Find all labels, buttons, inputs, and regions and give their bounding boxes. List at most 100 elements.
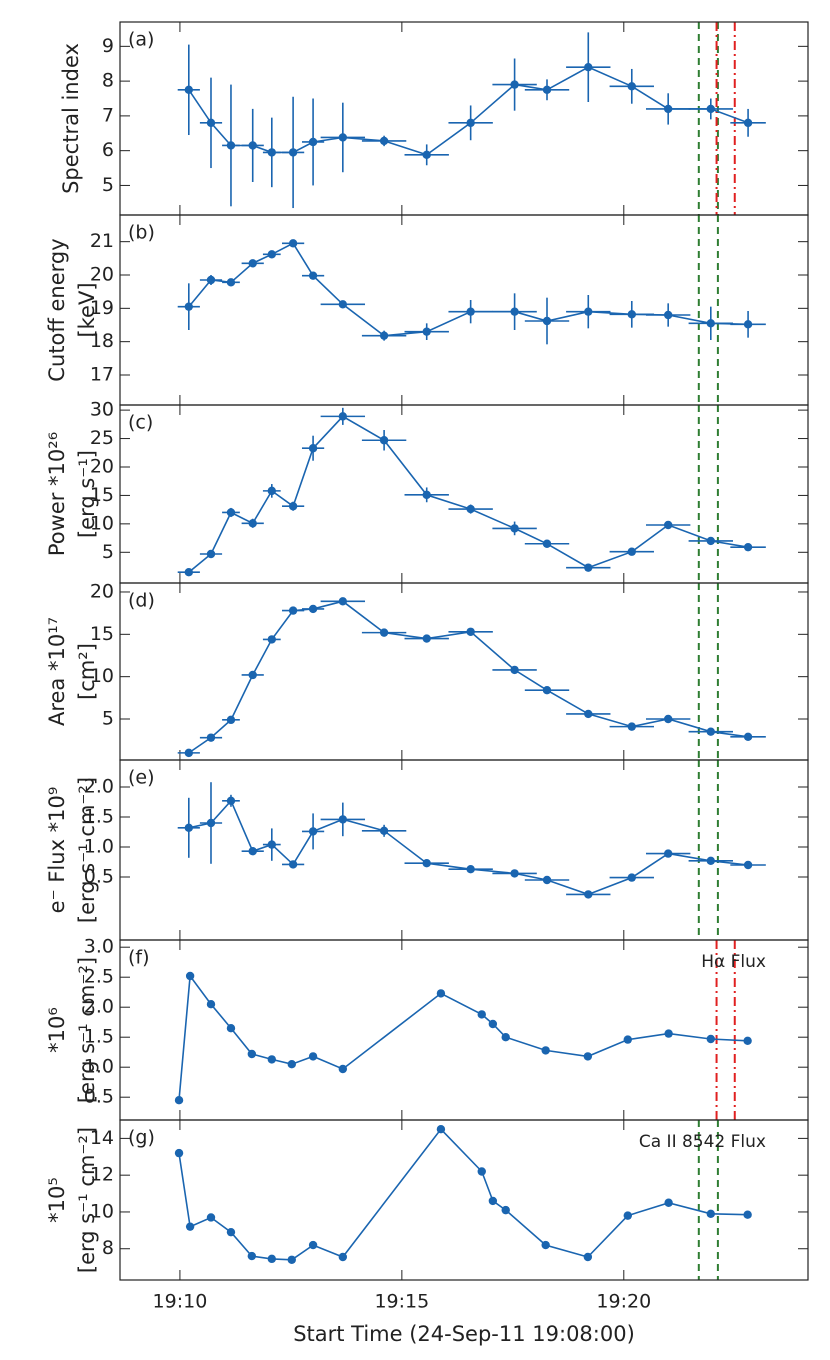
y-axis-label: *10⁵ — [45, 1177, 69, 1223]
data-point — [623, 1035, 632, 1044]
data-point — [184, 748, 193, 758]
data-point — [308, 604, 318, 614]
data-point — [583, 1252, 593, 1262]
data-point — [663, 104, 673, 114]
data-point — [584, 709, 593, 719]
series-line — [178, 973, 748, 1101]
panel: 5 10 15 20 25 30 (c) Power *10²⁶ [erg s⁻¹] — [45, 399, 809, 584]
data-point — [510, 665, 519, 675]
data-point — [379, 136, 389, 146]
y-tick-label: 3.0 — [84, 936, 114, 958]
y-axis-label: Spectral index — [59, 43, 83, 194]
data-point — [436, 1124, 446, 1134]
data-point — [338, 1252, 348, 1262]
y-tick-label: 15 — [90, 623, 114, 645]
y-tick-label: 2.0 — [84, 776, 114, 798]
data-point — [206, 1213, 216, 1222]
data-point — [706, 536, 715, 546]
y-tick-label: 15 — [90, 484, 114, 506]
panel: 0.5 1.0 1.5 2.0 2.5 3.0 (f) Hα Flux *10⁶ [erg s⁻¹… — [45, 936, 809, 1121]
y-axis-label: [erg s⁻¹ cm⁻²] — [75, 957, 99, 1103]
data-point — [542, 875, 552, 885]
data-point — [583, 1052, 593, 1061]
data-point — [627, 873, 636, 882]
x-tick-label: 19:10 — [153, 1291, 208, 1313]
annotation: Hα Flux — [701, 952, 766, 972]
y-tick-label: 10 — [90, 1200, 114, 1222]
data-point — [308, 444, 318, 453]
series-line — [188, 66, 749, 156]
y-tick-label: 1.0 — [84, 836, 114, 858]
data-point — [184, 823, 193, 832]
y-tick-label: 14 — [90, 1127, 114, 1149]
data-point — [267, 486, 277, 496]
data-point — [743, 542, 753, 552]
panel: 0.5 1.0 1.5 2.0 (e) e⁻ Flux *10⁹ [erg s⁻¹ cm⁻²… — [45, 759, 809, 941]
data-point — [663, 520, 673, 530]
data-point — [267, 635, 277, 644]
data-point — [267, 1055, 277, 1064]
data-point — [542, 686, 552, 695]
data-point — [338, 133, 348, 142]
data-point — [184, 567, 193, 577]
y-tick-label: 12 — [90, 1164, 114, 1186]
y-axis-label: [erg s⁻¹ cm⁻²] — [75, 777, 99, 923]
annotation: Ca II 8542 Flux — [639, 1132, 766, 1152]
plot-frame — [119, 759, 809, 941]
data-point — [288, 239, 298, 248]
data-point — [541, 1046, 550, 1055]
y-axis-label: [cm²] — [75, 643, 99, 700]
data-point — [584, 563, 593, 572]
data-point — [338, 300, 348, 309]
panel-label: (g) — [128, 1127, 155, 1149]
data-point — [488, 1019, 498, 1029]
data-point — [226, 278, 236, 287]
y-tick-label: 7 — [102, 104, 114, 126]
data-point — [206, 118, 216, 128]
data-point — [338, 597, 348, 606]
y-tick-label: 5 — [102, 708, 114, 730]
data-point — [542, 316, 552, 326]
data-point — [226, 1023, 236, 1033]
data-point — [706, 1034, 715, 1044]
y-tick-label: 10 — [90, 665, 114, 687]
y-tick-label: 8 — [102, 70, 114, 92]
y-axis-label: *10⁶ — [45, 1007, 69, 1053]
y-tick-label: 6 — [102, 139, 114, 161]
data-point — [706, 1209, 715, 1218]
y-tick-label: 1.5 — [84, 806, 114, 828]
data-point — [267, 1254, 277, 1264]
y-tick-label: 2.0 — [84, 996, 114, 1018]
data-point — [466, 865, 475, 874]
y-axis-label: [erg s⁻¹] — [75, 450, 99, 538]
y-tick-label: 8 — [102, 1237, 114, 1259]
y-tick-label: 10 — [90, 512, 114, 534]
plot-frame — [119, 582, 809, 761]
data-point — [663, 714, 673, 724]
y-tick-label: 1.0 — [84, 1056, 114, 1078]
data-point — [184, 85, 193, 95]
y-axis-label: [erg s⁻¹ cm⁻²] — [75, 1127, 99, 1273]
y-axis-label: Area *10¹⁷ — [45, 617, 69, 726]
data-point — [627, 82, 636, 91]
data-point — [422, 490, 431, 500]
y-tick-label: 0.5 — [84, 866, 114, 888]
plot-frame — [119, 21, 809, 216]
data-point — [663, 849, 673, 858]
data-point — [584, 890, 593, 899]
y-tick-label: 5 — [102, 174, 114, 196]
y-tick-label: 17 — [90, 364, 114, 386]
data-point — [288, 502, 298, 511]
panel: 5 6 7 8 9 (a) Spectral index — [59, 21, 809, 216]
data-point — [743, 320, 753, 329]
data-point — [338, 815, 348, 824]
y-tick-label: 20 — [90, 264, 114, 286]
data-point — [422, 634, 431, 643]
panel: 17 18 19 20 21 (b) Cutoff energy [keV] — [45, 214, 809, 406]
y-tick-label: 1.5 — [84, 1026, 114, 1048]
data-point — [185, 971, 195, 981]
y-axis-label: [keV] — [75, 282, 99, 337]
panel: 5 10 15 20 (d) Area *10¹⁷ [cm²] — [45, 580, 809, 761]
data-point — [379, 826, 389, 835]
